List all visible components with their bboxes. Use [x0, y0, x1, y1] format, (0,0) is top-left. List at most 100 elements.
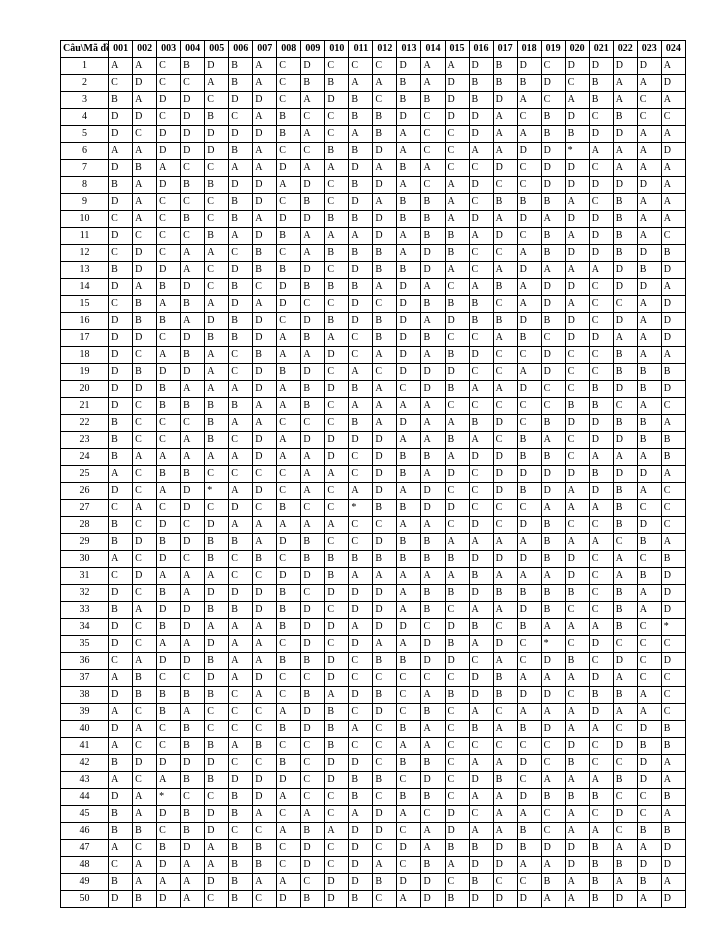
answer-cell: B — [229, 143, 253, 160]
answer-cell: D — [517, 551, 541, 568]
answer-cell: B — [517, 585, 541, 602]
question-number: 7 — [61, 160, 109, 177]
question-number: 21 — [61, 398, 109, 415]
answer-cell: B — [277, 262, 301, 279]
answer-cell: A — [541, 619, 565, 636]
question-number: 43 — [61, 772, 109, 789]
answer-cell: D — [205, 313, 229, 330]
answer-cell: D — [229, 177, 253, 194]
answer-cell: A — [493, 381, 517, 398]
answer-cell: C — [301, 670, 325, 687]
table-row: 6AADDDBACCBBDACCAADD*AAAD — [61, 143, 686, 160]
question-number: 18 — [61, 347, 109, 364]
code-header: 015 — [445, 41, 469, 58]
answer-cell: D — [517, 211, 541, 228]
answer-cell: C — [205, 500, 229, 517]
answer-cell: C — [253, 721, 277, 738]
answer-cell: C — [205, 279, 229, 296]
answer-cell: C — [445, 772, 469, 789]
answer-cell: A — [133, 58, 157, 75]
answer-cell: A — [253, 58, 277, 75]
answer-cell: B — [589, 874, 613, 891]
answer-cell: D — [253, 483, 277, 500]
answer-cell: C — [181, 194, 205, 211]
answer-cell: D — [541, 687, 565, 704]
answer-cell: C — [157, 823, 181, 840]
answer-cell: C — [133, 415, 157, 432]
answer-cell: D — [373, 143, 397, 160]
answer-cell: D — [469, 772, 493, 789]
answer-cell: B — [661, 789, 685, 806]
answer-cell: B — [613, 245, 637, 262]
answer-cell: C — [541, 806, 565, 823]
code-header: 006 — [229, 41, 253, 58]
answer-cell: B — [301, 330, 325, 347]
answer-cell: A — [157, 568, 181, 585]
answer-cell: D — [565, 245, 589, 262]
answer-cell: A — [133, 449, 157, 466]
answer-cell: A — [133, 194, 157, 211]
code-header: 002 — [133, 41, 157, 58]
answer-cell: D — [325, 449, 349, 466]
answer-cell: C — [661, 228, 685, 245]
table-row: 43ACABBDDDCDBBCDCDBCAAABDA — [61, 772, 686, 789]
answer-cell: A — [253, 143, 277, 160]
answer-cell: B — [637, 364, 661, 381]
answer-cell: A — [565, 874, 589, 891]
answer-cell: B — [421, 755, 445, 772]
answer-cell: D — [517, 687, 541, 704]
answer-cell: C — [325, 483, 349, 500]
answer-cell: C — [469, 738, 493, 755]
answer-cell: B — [277, 602, 301, 619]
answer-cell: D — [181, 534, 205, 551]
answer-cell: D — [661, 653, 685, 670]
answer-cell: D — [133, 109, 157, 126]
answer-cell: B — [421, 585, 445, 602]
answer-cell: C — [421, 109, 445, 126]
answer-cell: A — [229, 415, 253, 432]
answer-cell: C — [325, 500, 349, 517]
answer-cell: D — [493, 160, 517, 177]
answer-cell: C — [373, 755, 397, 772]
answer-cell: B — [613, 619, 637, 636]
answer-cell: A — [565, 823, 589, 840]
answer-cell: C — [493, 500, 517, 517]
answer-cell: A — [565, 500, 589, 517]
answer-cell: A — [349, 228, 373, 245]
answer-cell: C — [541, 738, 565, 755]
answer-cell: D — [277, 296, 301, 313]
answer-cell: B — [277, 585, 301, 602]
answer-cell: C — [229, 245, 253, 262]
answer-cell: D — [373, 534, 397, 551]
answer-cell: C — [349, 517, 373, 534]
answer-cell: C — [637, 109, 661, 126]
answer-cell: C — [613, 721, 637, 738]
answer-cell: A — [637, 126, 661, 143]
question-number: 24 — [61, 449, 109, 466]
answer-cell: C — [661, 483, 685, 500]
answer-cell: B — [109, 602, 133, 619]
answer-cell: D — [493, 483, 517, 500]
answer-cell: C — [469, 500, 493, 517]
answer-cell: C — [445, 755, 469, 772]
answer-cell: * — [205, 483, 229, 500]
answer-cell: D — [157, 262, 181, 279]
answer-cell: A — [253, 75, 277, 92]
answer-cell: B — [613, 364, 637, 381]
answer-cell: D — [253, 789, 277, 806]
answer-cell: A — [517, 534, 541, 551]
answer-cell: D — [253, 228, 277, 245]
answer-cell: B — [373, 109, 397, 126]
answer-cell: B — [397, 449, 421, 466]
question-number: 6 — [61, 143, 109, 160]
answer-cell: D — [349, 602, 373, 619]
answer-cell: B — [157, 313, 181, 330]
answer-cell: A — [253, 534, 277, 551]
answer-cell: D — [181, 109, 205, 126]
answer-cell: B — [325, 738, 349, 755]
answer-cell: D — [181, 840, 205, 857]
answer-cell: A — [301, 483, 325, 500]
answer-cell: D — [157, 806, 181, 823]
answer-cell: C — [661, 704, 685, 721]
table-row: 48CADAABBCDCDACBADDAADBBDD — [61, 857, 686, 874]
